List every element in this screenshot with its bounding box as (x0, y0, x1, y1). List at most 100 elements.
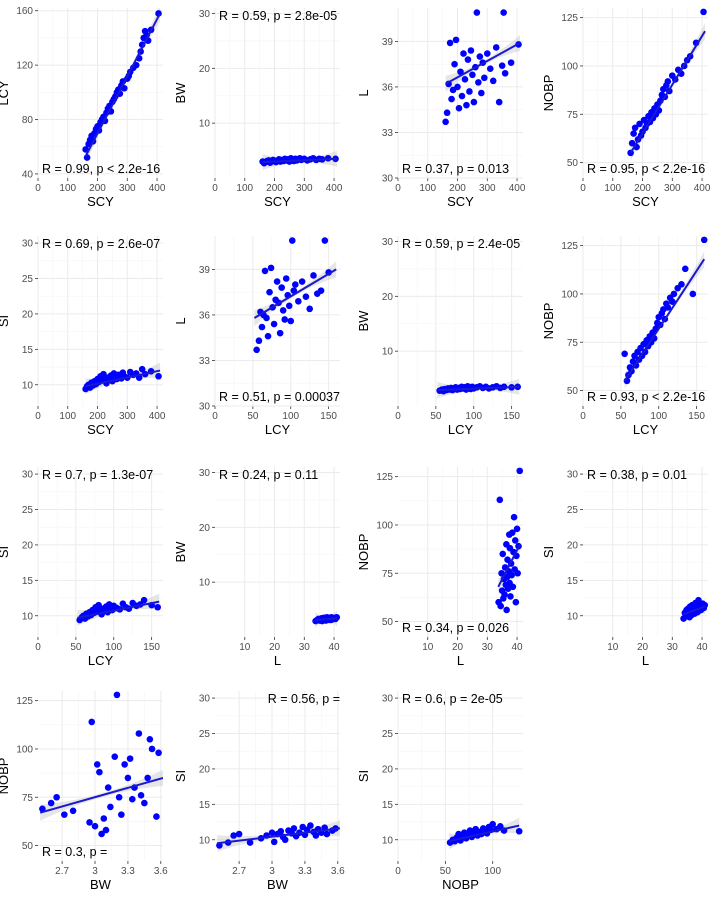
y-tick-label: 10 (199, 835, 211, 846)
x-tick-label: 0 (395, 183, 401, 194)
regression-line (77, 600, 160, 619)
regression-line (253, 268, 337, 319)
y-axis-label: SI (173, 770, 188, 782)
y-tick-label: 75 (382, 569, 394, 580)
y-tick-label: 15 (567, 576, 579, 587)
chart-panel-bw-si: 2.7 3 3.3 3.6 10 15 20 25 30 BW SI R = 0.56, p = (173, 691, 345, 892)
data-point (448, 95, 455, 103)
x-tick-label: 400 (509, 183, 526, 194)
plot-area (495, 467, 523, 614)
y-tick-label: 50 (567, 158, 579, 169)
x-tick-label: 100 (59, 411, 76, 422)
y-tick-label: 125 (376, 472, 393, 483)
data-point (321, 237, 329, 244)
x-axis-label: NOBP (442, 877, 479, 892)
y-tick-label: 30 (199, 402, 211, 413)
chart-panel-scy-bw: 0 100 200 300 400 10 20 30 SCY BW R = 0.59, p = 2.… (173, 8, 343, 209)
x-tick-label: 40 (328, 642, 340, 653)
data-point (478, 89, 485, 97)
y-tick-label: 10 (22, 611, 34, 622)
x-axis-label: BW (267, 877, 289, 892)
data-point (155, 749, 162, 757)
chart-panel-lcy-si: 0 50 100 150 10 15 20 25 30 LCY SI R = 0.7, p = 1.3… (0, 467, 163, 668)
data-point (312, 832, 320, 839)
x-tick-label: 150 (143, 642, 160, 653)
data-point (500, 9, 507, 16)
data-point (621, 350, 628, 358)
data-point (278, 284, 285, 291)
data-point (470, 98, 478, 106)
y-tick-label: 36 (199, 310, 211, 321)
data-point (628, 139, 636, 147)
data-point (464, 56, 472, 63)
correlation-annotation: R = 0.59, p = 2.4e-05 (402, 237, 520, 251)
x-axis-label: SCY (632, 194, 659, 209)
data-point (281, 316, 288, 323)
data-point (507, 593, 514, 600)
data-point (121, 761, 128, 768)
data-point (246, 839, 254, 846)
data-point (88, 718, 96, 726)
data-point (496, 822, 504, 830)
data-point (631, 124, 639, 132)
x-tick-label: 40 (511, 642, 523, 653)
x-tick-label: 400 (149, 411, 166, 422)
correlation-annotation: R = 0.6, p = 2e-05 (402, 692, 503, 706)
data-point (295, 297, 302, 305)
data-point (258, 323, 266, 331)
x-tick-label: 400 (326, 183, 343, 194)
data-point (636, 120, 643, 128)
data-point (499, 550, 507, 558)
y-axis-label: NOBP (356, 534, 371, 571)
data-point (282, 275, 290, 282)
x-tick-label: 300 (119, 183, 136, 194)
data-point (298, 278, 306, 285)
y-tick-label: 25 (22, 274, 34, 285)
x-tick-label: 30 (667, 642, 679, 653)
y-tick-label: 25 (199, 729, 211, 740)
y-tick-label: 10 (199, 578, 211, 589)
data-point (516, 467, 523, 475)
data-point (115, 793, 123, 801)
data-point (446, 39, 454, 47)
correlation-annotation: R = 0.56, p = (268, 692, 340, 706)
data-point (495, 98, 503, 106)
data-point (154, 603, 161, 611)
plot-area (627, 8, 707, 161)
chart-panel-lcy-bw: 0 50 100 150 10 20 30 LCY BW R = 0.59, p = 2.4e-0… (356, 236, 523, 437)
y-tick-label: 125 (561, 241, 578, 252)
x-tick-label: 2.7 (55, 866, 69, 877)
y-tick-label: 30 (199, 9, 211, 20)
data-point (113, 691, 121, 699)
x-tick-label: 300 (119, 411, 136, 422)
data-point (69, 807, 77, 815)
data-point (496, 496, 504, 504)
data-point (508, 571, 515, 579)
y-tick-label: 80 (22, 115, 34, 126)
data-point (230, 832, 237, 839)
x-tick-label: 150 (503, 411, 520, 422)
plot-area (312, 610, 340, 628)
data-point (306, 305, 313, 313)
x-tick-label: 30 (299, 642, 311, 653)
data-point (267, 264, 275, 272)
y-tick-label: 10 (382, 835, 394, 846)
x-tick-label: 3.3 (121, 866, 135, 877)
y-tick-label: 20 (22, 540, 34, 551)
y-tick-label: 15 (22, 345, 34, 356)
chart-panel-bw-nobp: 2.7 3 3.3 3.6 50 75 100 125 BW NOBP R = 0.3, p = (0, 691, 168, 892)
data-point (466, 88, 473, 95)
y-tick-label: 15 (199, 800, 211, 811)
plot-area (680, 596, 708, 623)
y-axis-label: BW (356, 310, 371, 332)
data-point (137, 792, 145, 799)
data-point (483, 50, 491, 57)
x-tick-label: 0 (35, 183, 41, 194)
x-tick-label: 100 (419, 183, 436, 194)
data-point (47, 799, 55, 807)
x-tick-label: 3.6 (331, 866, 345, 877)
x-tick-label: 400 (149, 183, 166, 194)
data-point (473, 9, 481, 16)
regression-line (623, 258, 706, 382)
chart-panel-l-nobp: 10 20 30 40 50 75 100 125 L NOBP R = 0.34, p = 0.0… (356, 467, 523, 668)
